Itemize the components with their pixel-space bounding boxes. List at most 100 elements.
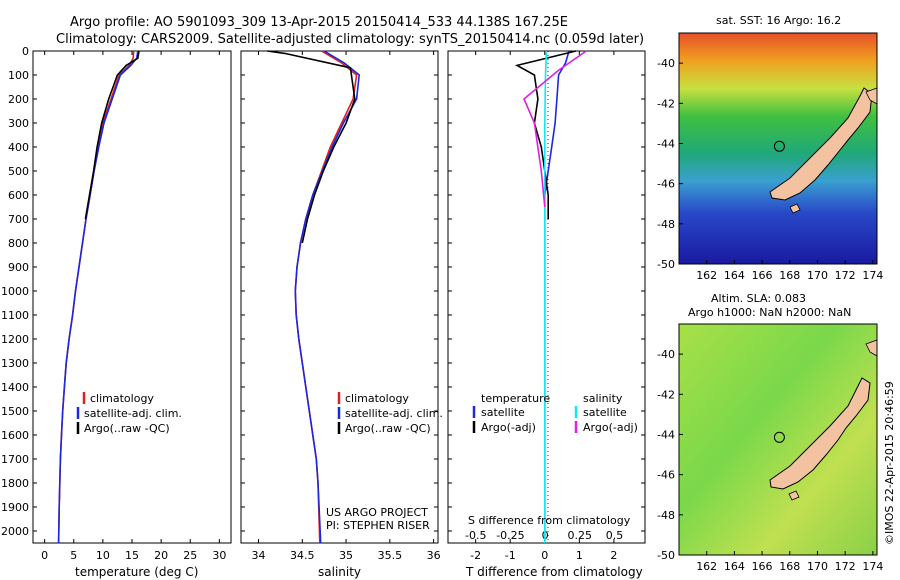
temperature-series <box>57 50 140 544</box>
sla-field <box>679 324 877 555</box>
x-tick-label: 1 <box>576 549 583 562</box>
lon-tick-label: 162 <box>696 269 717 282</box>
depth-tick-label: 1400 <box>1 381 29 394</box>
x-tick-label: 25 <box>183 549 197 562</box>
lat-tick-label: -44 <box>657 137 675 150</box>
sal-legend-clim-label: climatology <box>345 392 409 405</box>
series-line-1 <box>57 50 139 544</box>
series-line-2 <box>543 50 548 543</box>
series-line-0 <box>543 50 570 543</box>
temperature-x-axis: 0 5 10 15 20 25 30 <box>41 51 226 562</box>
sst-map-frame <box>678 32 878 265</box>
salinity-xlabel: salinity <box>318 565 361 579</box>
depth-tick-label: 1100 <box>1 309 29 322</box>
x-tick-label: 34 <box>252 549 266 562</box>
series-line-2 <box>84 50 140 220</box>
title-line-1: Argo profile: AO 5901093_309 13-Apr-2015… <box>70 15 568 30</box>
depth-tick-label: 1900 <box>1 501 29 514</box>
x-tick-label: 36 <box>427 549 441 562</box>
series-line-0 <box>57 50 135 544</box>
legend-sat-label: satellite-adj. clim. <box>84 407 182 420</box>
salinity-x-axis: 34 34.5 35 35.5 36 <box>252 51 441 562</box>
pi-credit: PI: STEPHEN RISER <box>326 519 430 532</box>
x-tick-label: 35.5 <box>378 549 403 562</box>
title-line-2: Climatology: CARS2009. Satellite-adjuste… <box>56 32 644 47</box>
temperature-frame <box>32 50 232 544</box>
lon-tick-label: 164 <box>724 269 745 282</box>
sla-lat-axis: -40 -42 -44 -46 -48 -50 <box>657 348 683 562</box>
salinity-panel: 34 34.5 35 35.5 36 salinity climatology sate… <box>240 50 443 579</box>
lat-tick-label: -40 <box>657 348 675 361</box>
temperature-legend: climatology satellite-adj. clim. Argo(..… <box>76 392 182 435</box>
difference-x-axis: -2 -1 0 1 2 <box>470 51 617 562</box>
depth-tick-label: 800 <box>8 237 29 250</box>
lon-tick-label: 164 <box>724 560 745 573</box>
series-line-1 <box>514 50 577 219</box>
depth-tick-label: 1000 <box>1 285 29 298</box>
difference-depth-ticks <box>448 50 645 532</box>
sst-map-title: sat. SST: 16 Argo: 16.2 <box>716 14 841 27</box>
legend-salinity-title: salinity <box>583 392 623 405</box>
diff-legend-tsat-label: satellite <box>481 406 525 419</box>
depth-tick-label: 900 <box>8 261 29 274</box>
depth-tick-label: 2000 <box>1 525 29 538</box>
lon-tick-label: 172 <box>835 269 856 282</box>
lat-tick-label: -42 <box>657 97 675 110</box>
x-tick-label: 10 <box>96 549 110 562</box>
sst-argo-position-marker <box>773 140 785 152</box>
depth-tick-label: 1500 <box>1 405 29 418</box>
sal-legend-argo-label: Argo(..raw -QC) <box>345 422 431 435</box>
lon-tick-label: 174 <box>862 560 883 573</box>
depth-tick-label: 400 <box>8 141 29 154</box>
lon-tick-label: 168 <box>779 560 800 573</box>
sst-lon-axis: 162 164 166 168 170 172 174 <box>696 260 883 282</box>
temperature-xlabel: temperature (deg C) <box>75 565 198 579</box>
legend-clim-label: climatology <box>90 392 154 405</box>
lat-tick-label: -42 <box>657 388 675 401</box>
s-diff-tick-label: 0.25 <box>568 529 593 542</box>
x-tick-label: 0 <box>41 549 48 562</box>
depth-tick-label: 1600 <box>1 429 29 442</box>
lon-tick-label: 170 <box>807 269 828 282</box>
lat-tick-label: -50 <box>657 549 675 562</box>
sla-stewart-island-land <box>788 490 800 501</box>
diff-legend-sargo-label: Argo(-adj) <box>583 421 638 434</box>
lon-tick-label: 166 <box>752 269 773 282</box>
s-diff-tick-label: 0.5 <box>606 529 624 542</box>
diff-legend-ssat-label: satellite <box>583 406 627 419</box>
depth-tick-label: 600 <box>8 189 29 202</box>
temperature-panel: 0100200300400500600700800900100011001200… <box>1 45 232 579</box>
project-credit: US ARGO PROJECT <box>326 506 428 519</box>
difference-panel: -2 -1 0 1 2 -0.5 -0.25 0 0.25 0.5 T difference f… <box>447 50 646 579</box>
depth-tick-label: 500 <box>8 165 29 178</box>
lat-tick-label: -50 <box>657 258 675 271</box>
series-line-2 <box>267 50 356 244</box>
x-tick-label: -2 <box>470 549 481 562</box>
x-tick-label: 34.5 <box>290 549 315 562</box>
salinity-frame <box>240 50 439 544</box>
lat-tick-label: -48 <box>657 218 675 231</box>
x-tick-label: 5 <box>70 549 77 562</box>
x-tick-label: 15 <box>125 549 139 562</box>
sla-map-frame <box>678 323 878 556</box>
legend-temperature-title: temperature <box>481 392 550 405</box>
lon-tick-label: 168 <box>779 269 800 282</box>
sla-lon-axis: 162 164 166 168 170 172 174 <box>696 551 883 573</box>
series-line-1 <box>294 50 361 544</box>
depth-tick-label: 300 <box>8 117 29 130</box>
depth-tick-label: 1300 <box>1 357 29 370</box>
sla-argo-position-marker <box>773 431 785 443</box>
x-tick-label: 20 <box>154 549 168 562</box>
imos-timestamp: ©IMOS 22-Apr-2015 20:46:59 <box>883 381 896 545</box>
difference-series <box>514 50 587 543</box>
depth-tick-label: 1700 <box>1 453 29 466</box>
lon-tick-label: 166 <box>752 560 773 573</box>
x-tick-label: 30 <box>212 549 226 562</box>
sst-lat-axis: -40 -42 -44 -46 -48 -50 <box>657 57 683 271</box>
s-diff-tick-label: -0.5 <box>465 529 486 542</box>
sst-south-island-land <box>769 87 873 201</box>
lon-tick-label: 172 <box>835 560 856 573</box>
salinity-series <box>267 50 361 544</box>
sal-legend-sat-label: satellite-adj. clim. <box>345 407 443 420</box>
